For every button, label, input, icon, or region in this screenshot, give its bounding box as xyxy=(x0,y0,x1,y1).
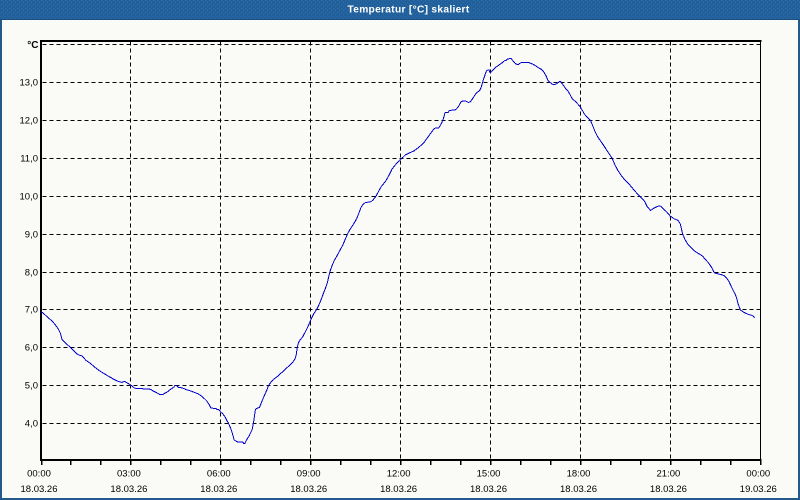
svg-text:18.03.26: 18.03.26 xyxy=(110,484,147,495)
svg-text:00:00: 00:00 xyxy=(746,469,770,480)
svg-text:9,0: 9,0 xyxy=(25,230,38,241)
svg-text:5,0: 5,0 xyxy=(25,381,38,392)
svg-text:18.03.26: 18.03.26 xyxy=(560,484,597,495)
svg-text:18.03.26: 18.03.26 xyxy=(380,484,417,495)
svg-text:21:00: 21:00 xyxy=(657,469,681,480)
svg-text:18:00: 18:00 xyxy=(567,469,591,480)
svg-text:°C: °C xyxy=(27,40,38,51)
svg-text:8,0: 8,0 xyxy=(25,268,38,279)
svg-text:09:00: 09:00 xyxy=(297,469,321,480)
svg-text:19.03.26: 19.03.26 xyxy=(740,484,777,495)
svg-text:18.03.26: 18.03.26 xyxy=(470,484,507,495)
svg-text:06:00: 06:00 xyxy=(207,469,231,480)
svg-text:18.03.26: 18.03.26 xyxy=(200,484,237,495)
svg-text:4,0: 4,0 xyxy=(25,419,38,430)
svg-text:18.03.26: 18.03.26 xyxy=(650,484,687,495)
svg-text:18.03.26: 18.03.26 xyxy=(290,484,327,495)
svg-text:15:00: 15:00 xyxy=(477,469,501,480)
svg-text:10,0: 10,0 xyxy=(20,192,39,203)
svg-text:12,0: 12,0 xyxy=(20,116,39,127)
svg-text:7,0: 7,0 xyxy=(25,305,38,316)
svg-text:00:00: 00:00 xyxy=(27,469,51,480)
svg-text:03:00: 03:00 xyxy=(117,469,141,480)
svg-text:11,0: 11,0 xyxy=(20,154,38,165)
svg-text:Temperatur [°C] skaliert: Temperatur [°C] skaliert xyxy=(347,4,469,15)
svg-text:18.03.26: 18.03.26 xyxy=(21,484,58,495)
svg-text:6,0: 6,0 xyxy=(25,343,38,354)
svg-text:13,0: 13,0 xyxy=(20,78,39,89)
svg-text:12:00: 12:00 xyxy=(387,469,411,480)
